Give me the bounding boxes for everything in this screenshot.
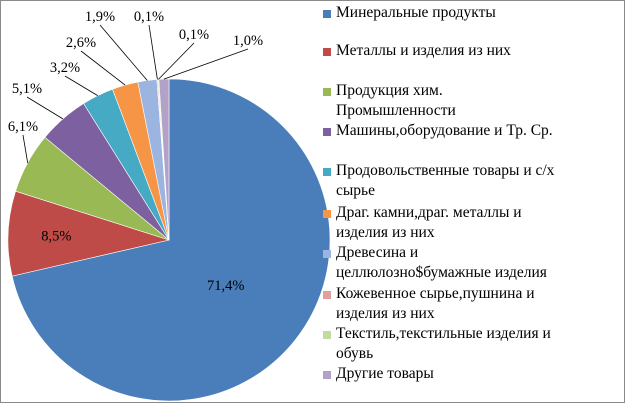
legend-swatch-0 bbox=[323, 10, 331, 18]
leader-line-5 bbox=[80, 50, 126, 86]
legend-swatch-9 bbox=[323, 371, 331, 379]
data-label-6: 1,9% bbox=[85, 9, 115, 25]
data-label-5: 2,6% bbox=[66, 35, 96, 51]
legend-label-line: Кожевенное сырье,пушнина и bbox=[336, 285, 535, 302]
leader-line-2 bbox=[22, 134, 29, 163]
legend-swatch-4 bbox=[323, 168, 331, 176]
legend-label-line: Металлы и изделия из них bbox=[336, 42, 511, 59]
legend-swatch-2 bbox=[323, 88, 331, 96]
leader-line-9 bbox=[163, 48, 249, 80]
data-label-8: 0,1% bbox=[179, 27, 209, 43]
legend-label-line: Промышленности bbox=[336, 102, 456, 119]
legend-swatch-6 bbox=[323, 250, 331, 258]
legend-swatch-3 bbox=[323, 128, 331, 136]
data-label-1: 8,5% bbox=[41, 228, 71, 244]
legend-swatch-7 bbox=[323, 291, 331, 299]
legend-label-6: Древесина и целлюлозно$бумажные изделия bbox=[336, 243, 621, 283]
legend-label-line: сырье bbox=[336, 182, 375, 199]
legend-label-4: Продовольственные товары и с/х сырье bbox=[336, 161, 621, 201]
data-label-7: 0,1% bbox=[134, 9, 164, 25]
legend-label-5: Драг. камни,драг. металлы и изделия из ни… bbox=[336, 203, 621, 243]
legend-label-0: Минеральные продукты bbox=[336, 3, 621, 23]
pie-slice-0 bbox=[11, 78, 331, 402]
legend-label-line: Продукция хим. bbox=[336, 82, 443, 99]
data-label-4: 3,2% bbox=[50, 60, 80, 76]
legend-label-line: Продовольственные товары и с/х bbox=[336, 162, 555, 179]
legend-label-line: целлюлозно$бумажные изделия bbox=[336, 264, 547, 281]
legend-label-line: Текстиль,текстильные изделия и bbox=[336, 325, 551, 342]
leader-line-6 bbox=[99, 24, 148, 81]
legend-label-line: обувь bbox=[336, 345, 374, 362]
legend-label-7: Кожевенное сырье,пушнина и изделия из них bbox=[336, 284, 621, 324]
data-label-9: 1,0% bbox=[233, 33, 263, 49]
legend-label-line: изделия из них bbox=[336, 305, 435, 322]
legend-label-line: Драг. камни,драг. металлы и bbox=[336, 204, 522, 221]
legend-label-line: Минеральные продукты bbox=[336, 4, 496, 21]
legend-swatch-1 bbox=[323, 48, 331, 56]
data-label-0: 71,4% bbox=[207, 278, 244, 294]
legend-label-line: Древесина и bbox=[336, 244, 419, 261]
legend-label-line: Другие товары bbox=[336, 365, 434, 382]
leader-line-4 bbox=[64, 75, 98, 96]
legend-label-9: Другие товары bbox=[336, 364, 621, 384]
legend-swatch-5 bbox=[323, 210, 331, 218]
legend-label-line: изделия из них bbox=[336, 224, 435, 241]
legend-label-3: Машины,оборудование и Тр. Ср. bbox=[336, 121, 621, 141]
legend-label-line: Машины,оборудование и Тр. Ср. bbox=[336, 122, 553, 139]
leader-line-8 bbox=[158, 42, 195, 80]
legend-swatch-8 bbox=[323, 331, 331, 339]
leader-line-3 bbox=[26, 96, 64, 120]
pie-slice-1 bbox=[7, 190, 171, 277]
leader-line-7 bbox=[148, 24, 158, 80]
legend-label-2: Продукция хим. Промышленности bbox=[336, 81, 621, 121]
legend-label-8: Текстиль,текстильные изделия и обувь bbox=[336, 324, 621, 364]
legend-label-1: Металлы и изделия из них bbox=[336, 41, 621, 61]
data-label-2: 6,1% bbox=[8, 119, 38, 135]
data-label-3: 5,1% bbox=[12, 81, 42, 97]
